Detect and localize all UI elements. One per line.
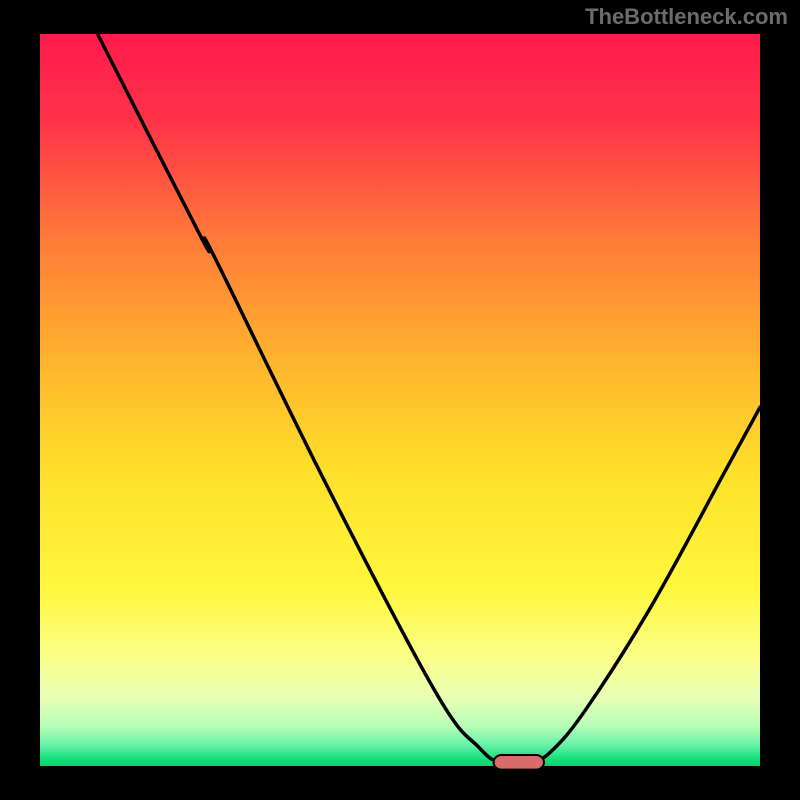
plot-background xyxy=(40,34,760,766)
optimum-marker xyxy=(494,755,544,770)
bottleneck-chart xyxy=(0,0,800,800)
